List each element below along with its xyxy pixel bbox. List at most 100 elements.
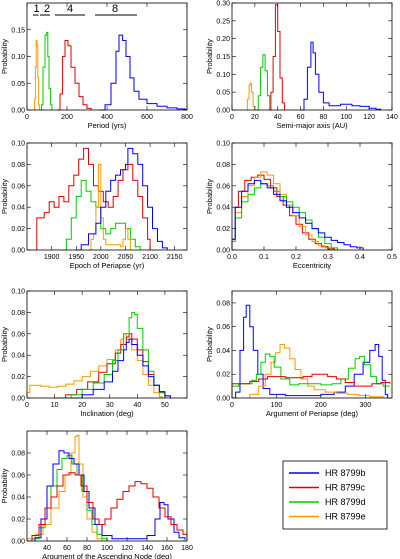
y-tick-label: 0.04 <box>11 495 25 502</box>
y-tick-label: 0.06 <box>216 183 230 190</box>
x-tick-label: 120 <box>121 545 133 552</box>
series-c-line <box>31 472 188 541</box>
x-tick-label: 80 <box>83 545 91 552</box>
x-tick-label: 2050 <box>118 254 134 261</box>
series-b-line <box>76 147 168 251</box>
panel-3: 1900 1950 2000 2050 2100 2150 0.00 0.02 0.04 0.06… <box>0 141 188 270</box>
x-tick-label: 140 <box>386 114 398 121</box>
y-axis-label: Probability <box>205 179 214 214</box>
x-tick-label: 20 <box>78 402 86 409</box>
x-tick-label: 30 <box>106 402 114 409</box>
y-tick-label: 0.10 <box>11 141 25 148</box>
y-tick-label: 0.02 <box>11 517 25 524</box>
y-axis-label: Probability <box>205 39 214 74</box>
x-tick-label: 0 <box>25 114 29 121</box>
series-b-line <box>34 450 186 541</box>
y-axis-label: Probability <box>0 327 9 362</box>
resonance-label: 4 <box>67 3 73 15</box>
y-axis-label: Probability <box>0 39 9 74</box>
y-axis-label: Probability <box>205 327 214 362</box>
y-tick-label: 0.00 <box>11 396 25 403</box>
x-tick-label: 2150 <box>167 254 183 261</box>
x-tick-label: 1900 <box>44 254 60 261</box>
x-tick-label: 50 <box>161 402 169 409</box>
x-tick-label: 40 <box>43 545 51 552</box>
plot-frame <box>231 2 393 111</box>
x-tick-label: 20 <box>251 114 259 121</box>
series-e-line <box>33 40 40 111</box>
y-tick-label: 0.10 <box>11 289 25 296</box>
legend: HR 8799b HR 8799c HR 8799d HR 8799e <box>282 460 388 530</box>
resonance-label: 1 <box>34 3 40 15</box>
series-b-line <box>231 179 364 250</box>
y-tick-label: 0.08 <box>216 162 230 169</box>
x-tick-label: 300 <box>359 402 371 409</box>
x-axis-label: Epoch of Periapse (yr) <box>70 261 145 270</box>
y-tick-label: 0.06 <box>11 183 25 190</box>
y-tick-label: 0.05 <box>11 81 25 88</box>
x-tick-label: 2000 <box>93 254 109 261</box>
y-tick-label: 0.15 <box>216 54 230 61</box>
x-axis-label: Argument of Periapse (deg) <box>266 409 359 418</box>
x-tick-label: 0.2 <box>291 254 301 261</box>
y-axis-label: Probability <box>0 179 9 214</box>
y-tick-label: 0.02 <box>11 226 25 233</box>
y-tick-label: 0.15 <box>11 27 25 34</box>
x-tick-label: 100 <box>340 114 352 121</box>
plot-frame <box>231 142 393 251</box>
x-tick-label: 180 <box>181 545 193 552</box>
x-tick-label: 800 <box>181 114 193 121</box>
x-axis-label: Eccentricity <box>293 261 332 270</box>
x-axis-label: Period (yrs) <box>88 121 127 130</box>
panel-7: 40 60 80 100 120 140 160 180 0.00 0.02 0.04 0.06 0.0… <box>0 430 193 559</box>
plot-frame <box>26 142 188 251</box>
x-tick-label: 0.5 <box>387 254 397 261</box>
y-tick-label: 0.08 <box>11 162 25 169</box>
x-tick-label: 0 <box>230 114 234 121</box>
x-axis-label: Semi-major axis (AU) <box>276 121 348 130</box>
series-b-line <box>99 34 188 111</box>
x-tick-label: 80 <box>320 114 328 121</box>
panel-2: 0 20 40 60 80 100 120 140 0.00 0.05 0.10 0.15 0.20 0.… <box>205 1 398 131</box>
x-tick-label: 0 <box>230 402 234 409</box>
y-tick-label: 0.10 <box>11 54 25 61</box>
y-tick-label: 0.20 <box>216 36 230 43</box>
x-tick-label: 0.3 <box>323 254 333 261</box>
series-b-line <box>300 41 382 111</box>
y-tick-label: 0.30 <box>216 1 230 8</box>
y-tick-label: 0.00 <box>11 248 25 255</box>
legend-label-b: HR 8799b <box>325 468 366 478</box>
y-tick-label: 0.02 <box>216 226 230 233</box>
x-tick-label: 100 <box>271 402 283 409</box>
series-c-line <box>57 40 92 111</box>
series-c-line <box>268 4 286 111</box>
y-tick-label: 0.06 <box>216 324 230 331</box>
x-tick-label: 140 <box>141 545 153 552</box>
x-tick-label: 40 <box>133 402 141 409</box>
panel-5: 0 10 20 30 40 50 0.00 0.02 0.04 0.06 0.08 0.10 Incli… <box>0 289 188 418</box>
y-tick-label: 0.00 <box>216 396 230 403</box>
resonance-label: 2 <box>44 3 50 15</box>
series-c-line <box>231 174 335 250</box>
y-tick-label: 0.08 <box>11 451 25 458</box>
panel-6: 0 100 200 300 0.00 0.02 0.04 0.06 0.08 Argument o… <box>205 290 393 418</box>
x-tick-label: 120 <box>363 114 375 121</box>
x-tick-label: 200 <box>61 114 73 121</box>
series-d-line <box>60 311 166 399</box>
series-e-line <box>26 333 163 398</box>
y-tick-label: 0.00 <box>11 108 25 115</box>
y-tick-label: 0.06 <box>11 473 25 480</box>
x-axis-label: Inclination (deg) <box>80 409 134 418</box>
y-tick-label: 0.06 <box>11 331 25 338</box>
y-tick-label: 0.10 <box>216 72 230 79</box>
series-e-line <box>231 171 332 250</box>
x-tick-label: 600 <box>141 114 153 121</box>
legend-label-e: HR 8799e <box>325 512 366 522</box>
series-d-line <box>31 454 108 541</box>
series-d-line <box>40 31 53 111</box>
series-e-line <box>249 344 384 398</box>
x-tick-label: 160 <box>161 545 173 552</box>
x-tick-label: 2100 <box>142 254 158 261</box>
x-tick-label: 60 <box>297 114 305 121</box>
